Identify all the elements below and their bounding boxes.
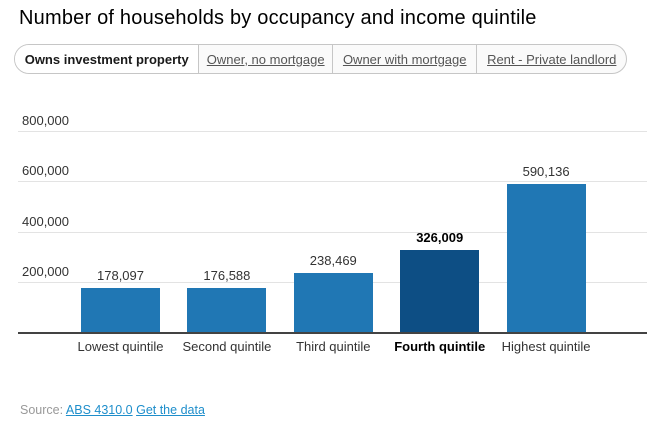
tab-owner-no-mortgage[interactable]: Owner, no mortgage xyxy=(199,45,333,73)
gridline xyxy=(18,181,647,183)
tab-owns-investment-property[interactable]: Owns investment property xyxy=(15,45,200,73)
bar-chart: 200,000 400,000 600,000 800,000 178,097 Lowes… xyxy=(0,100,653,360)
bar-value-label: 590,136 xyxy=(522,163,570,179)
tab-label: Rent - Private landlord xyxy=(487,51,617,67)
x-axis-line xyxy=(18,332,647,334)
y-axis-tick-label: 200,000 xyxy=(22,264,69,280)
occupancy-tab-bar: Owns investment property Owner, no mortg… xyxy=(14,44,627,74)
bar-value-label: 238,469 xyxy=(309,252,357,268)
gridline xyxy=(18,231,647,233)
get-the-data-link[interactable]: Get the data xyxy=(136,403,205,417)
bar-highest-quintile[interactable] xyxy=(506,183,586,333)
y-axis-tick-label: 800,000 xyxy=(22,112,69,128)
bar-lowest-quintile[interactable] xyxy=(81,287,160,333)
tab-label: Owner, no mortgage xyxy=(206,51,325,67)
x-axis-category-label: Second quintile xyxy=(182,339,272,354)
x-axis-category-label: Lowest quintile xyxy=(77,339,164,354)
x-axis-category-label: Highest quintile xyxy=(501,339,591,354)
tab-label: Owns investment property xyxy=(24,51,189,67)
y-axis-tick-label: 600,000 xyxy=(22,163,69,179)
source-prefix: Source: xyxy=(20,403,64,417)
bar-second-quintile[interactable] xyxy=(187,288,267,333)
gridline xyxy=(18,130,647,132)
bar-third-quintile[interactable] xyxy=(293,272,373,333)
tab-rent-private-landlord[interactable]: Rent - Private landlord xyxy=(477,45,626,73)
x-axis-category-label: Third quintile xyxy=(296,339,371,354)
source-line: Source: ABS 4310.0 Get the data xyxy=(20,403,205,417)
bar-fourth-quintile[interactable] xyxy=(400,250,480,333)
tab-label: Owner with mortgage xyxy=(342,51,467,67)
bar-value-label: 176,588 xyxy=(203,268,251,284)
x-axis-category-label: Fourth quintile xyxy=(394,339,486,354)
source-link-abs[interactable]: ABS 4310.0 xyxy=(65,403,133,417)
bar-value-label: 326,009 xyxy=(416,230,464,246)
tab-owner-with-mortgage[interactable]: Owner with mortgage xyxy=(333,45,478,73)
bar-value-label: 178,097 xyxy=(97,267,144,283)
page-title: Number of households by occupancy and in… xyxy=(19,7,537,29)
y-axis-tick-label: 400,000 xyxy=(22,213,69,229)
